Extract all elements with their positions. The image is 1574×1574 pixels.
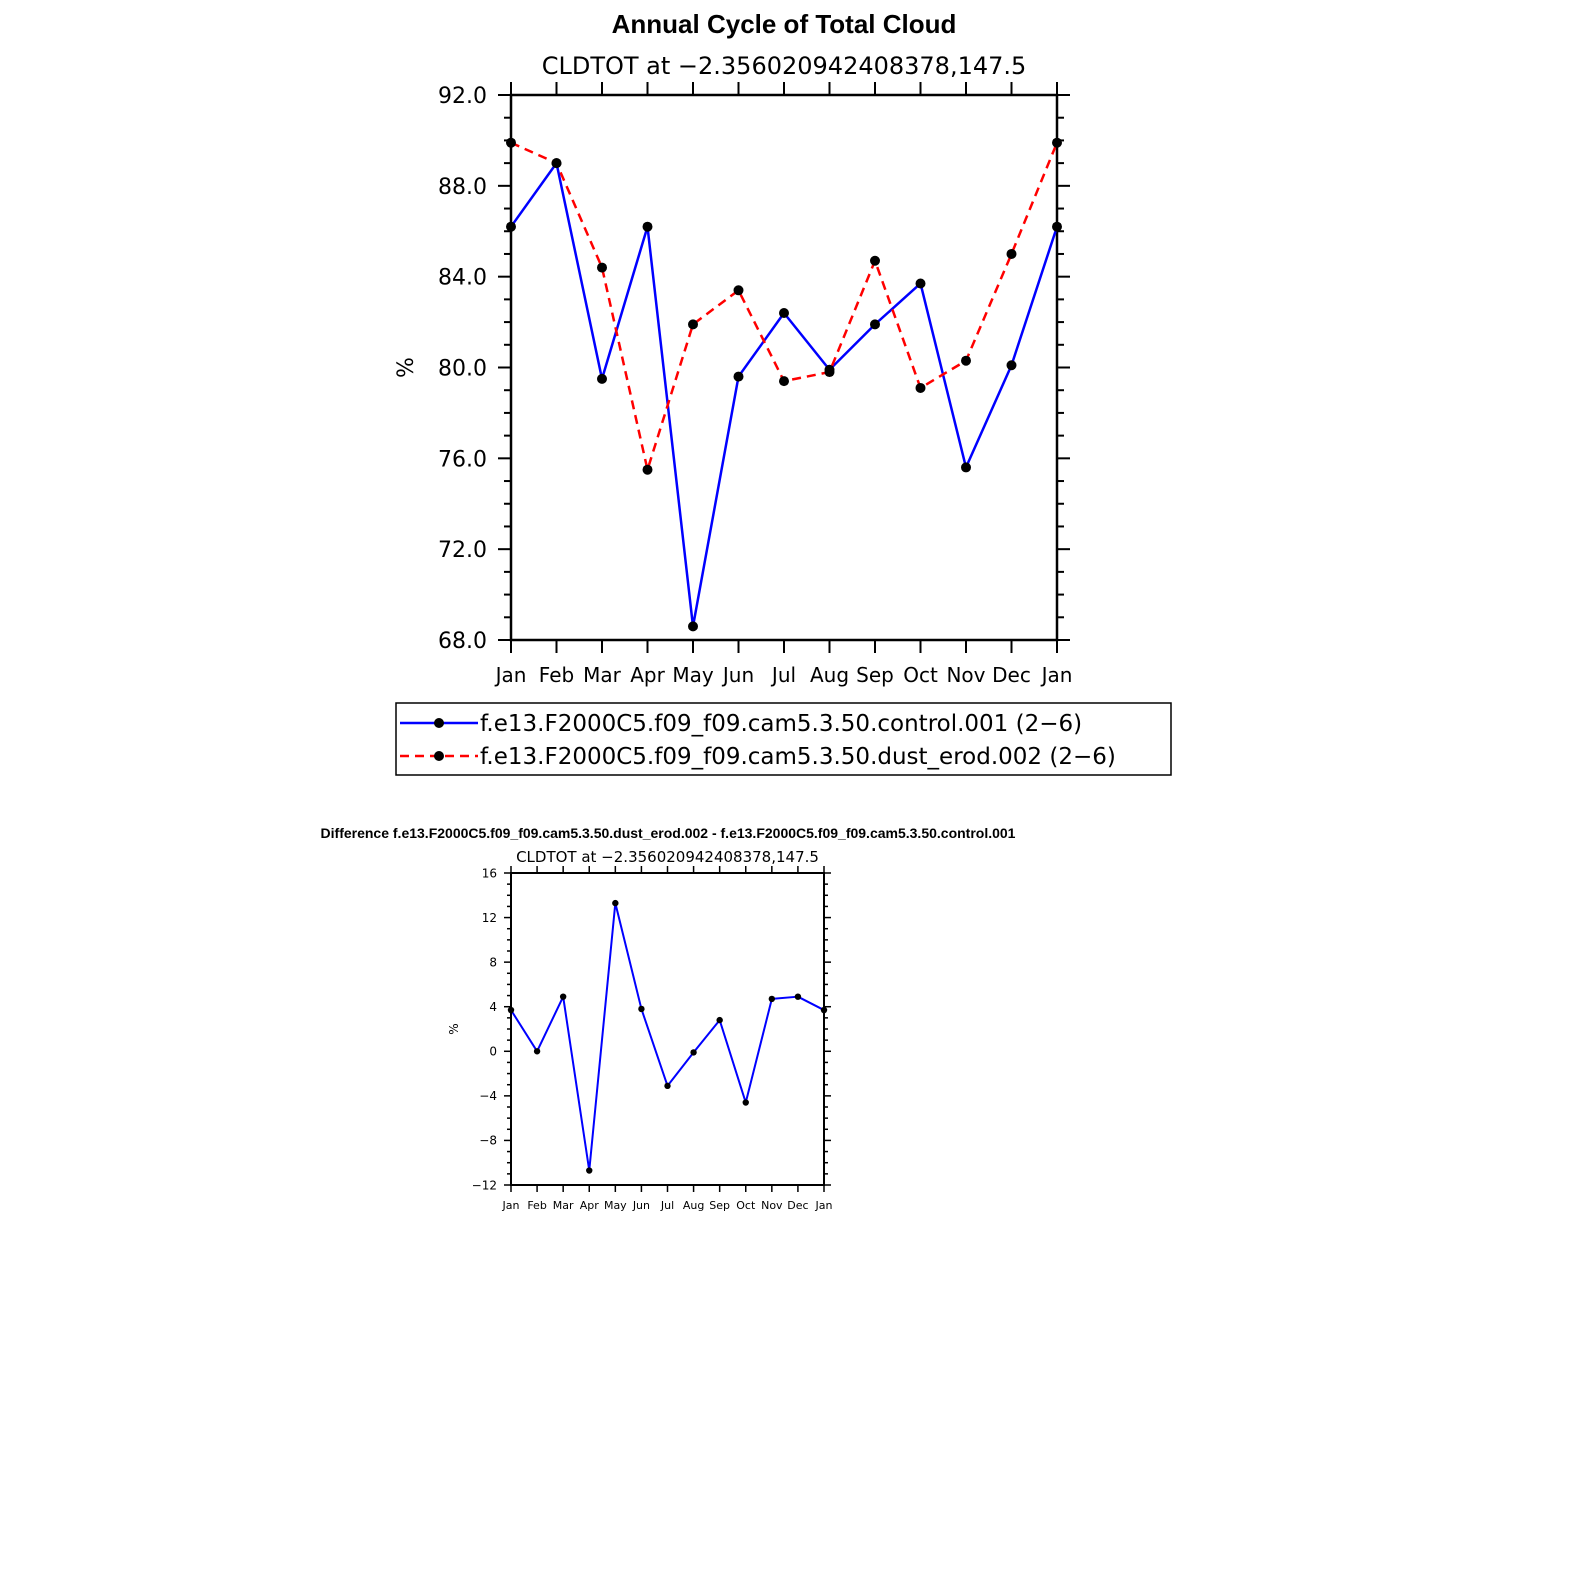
- y-tick-label: 80.0: [438, 356, 487, 381]
- plot-frame: [510, 872, 825, 1186]
- data-point: [794, 993, 802, 1000]
- legend-label: f.e13.F2000C5.f09_f09.cam5.3.50.control.…: [480, 711, 1082, 737]
- x-tick-label: Oct: [736, 1199, 756, 1212]
- x-tick-label: Oct: [903, 663, 938, 687]
- chart-title: Annual Cycle of Total Cloud: [612, 9, 957, 39]
- x-tick-label: Nov: [761, 1199, 783, 1212]
- data-point: [915, 382, 926, 393]
- x-tick-label: Jan: [502, 1199, 520, 1212]
- data-point: [870, 255, 880, 266]
- legend: f.e13.F2000C5.f09_f09.cam5.3.50.control.…: [395, 702, 1172, 776]
- data-point: [733, 285, 744, 296]
- data-point: [506, 137, 516, 148]
- series-line-0: [510, 902, 825, 1172]
- data-point: [961, 462, 971, 473]
- x-tick-label: Dec: [992, 663, 1031, 687]
- data-point: [716, 1016, 723, 1024]
- x-tick-label: Jul: [660, 1199, 674, 1212]
- data-point: [915, 278, 926, 289]
- legend-label: f.e13.F2000C5.f09_f09.cam5.3.50.dust_ero…: [480, 744, 1116, 770]
- y-tick-label: 76.0: [438, 447, 487, 472]
- data-point: [551, 158, 562, 169]
- data-point: [642, 221, 653, 232]
- x-tick-label: Mar: [553, 1199, 574, 1212]
- data-point: [961, 355, 971, 366]
- data-point: [642, 464, 653, 475]
- y-axis-label: %: [394, 357, 419, 378]
- data-point: [597, 373, 607, 384]
- data-point: [533, 1048, 541, 1055]
- x-tick-label: Feb: [539, 663, 574, 687]
- data-point: [586, 1167, 593, 1174]
- data-point: [824, 367, 835, 378]
- data-point: [1006, 360, 1017, 371]
- x-tick-label: Nov: [946, 663, 985, 687]
- y-tick-label: −4: [479, 1089, 497, 1103]
- y-tick-label: 92.0: [438, 84, 487, 109]
- x-tick-label: Jan: [815, 1199, 833, 1212]
- data-point: [742, 1099, 749, 1106]
- data-point: [688, 621, 698, 632]
- x-tick-label: Jul: [770, 663, 796, 687]
- x-tick-label: Jan: [1040, 663, 1073, 687]
- y-tick-label: 88.0: [438, 175, 487, 200]
- data-point: [779, 376, 789, 387]
- plot-frame: [509, 93, 1059, 642]
- legend-marker: [434, 718, 444, 728]
- x-tick-label: Apr: [580, 1199, 600, 1212]
- x-tick-label: May: [672, 663, 714, 687]
- series-line-0: [509, 161, 1059, 628]
- y-tick-label: 4: [489, 1000, 497, 1014]
- x-tick-label: Feb: [527, 1199, 546, 1212]
- data-point: [506, 221, 516, 232]
- data-point: [559, 993, 567, 1000]
- y-tick-label: 0: [489, 1045, 497, 1059]
- data-point: [779, 308, 789, 318]
- x-tick-label: Jun: [632, 1199, 650, 1212]
- y-tick-label: −12: [472, 1178, 497, 1192]
- data-point: [870, 319, 880, 330]
- x-tick-label: Dec: [787, 1199, 808, 1212]
- legend-marker: [434, 751, 444, 761]
- x-tick-label: Apr: [630, 663, 665, 687]
- data-point: [664, 1082, 671, 1090]
- x-tick-label: Aug: [810, 663, 849, 687]
- chart-subtitle: CLDTOT at −2.356020942408378,147.5: [516, 848, 819, 866]
- data-point: [612, 899, 619, 907]
- data-point: [507, 1006, 515, 1014]
- x-tick-label: Jun: [721, 663, 754, 687]
- data-point: [597, 262, 607, 273]
- data-point: [690, 1049, 697, 1056]
- x-tick-label: Sep: [709, 1199, 730, 1212]
- chart-subtitle: CLDTOT at −2.356020942408378,147.5: [542, 52, 1027, 80]
- y-tick-label: 84.0: [438, 266, 487, 291]
- data-point: [733, 371, 744, 382]
- data-point: [1052, 137, 1062, 148]
- data-point: [1006, 248, 1017, 259]
- x-tick-label: Aug: [683, 1199, 704, 1212]
- annual-cycle-chart: Annual Cycle of Total Cloud CLDTOT at −2.…: [394, 9, 1072, 687]
- x-tick-label: Sep: [856, 663, 894, 687]
- x-tick-label: Mar: [583, 663, 622, 687]
- data-point: [1052, 221, 1062, 232]
- chart-title: Difference f.e13.F2000C5.f09_f09.cam5.3.…: [321, 825, 1016, 841]
- data-point: [688, 319, 698, 330]
- legend-box: [395, 702, 1172, 776]
- y-tick-label: −8: [479, 1134, 497, 1148]
- data-point: [820, 1006, 828, 1014]
- y-axis-label: %: [447, 1023, 461, 1034]
- series-line-1: [510, 141, 1059, 471]
- y-tick-label: 8: [489, 955, 497, 969]
- difference-chart: Difference f.e13.F2000C5.f09_f09.cam5.3.…: [321, 825, 1016, 1212]
- data-point: [638, 1005, 645, 1013]
- y-tick-label: 12: [482, 911, 497, 925]
- y-tick-label: 68.0: [438, 629, 487, 654]
- x-tick-label: Jan: [494, 663, 527, 687]
- x-tick-label: May: [604, 1199, 627, 1212]
- y-tick-label: 16: [482, 866, 497, 880]
- y-tick-label: 72.0: [438, 538, 487, 563]
- data-point: [768, 995, 776, 1003]
